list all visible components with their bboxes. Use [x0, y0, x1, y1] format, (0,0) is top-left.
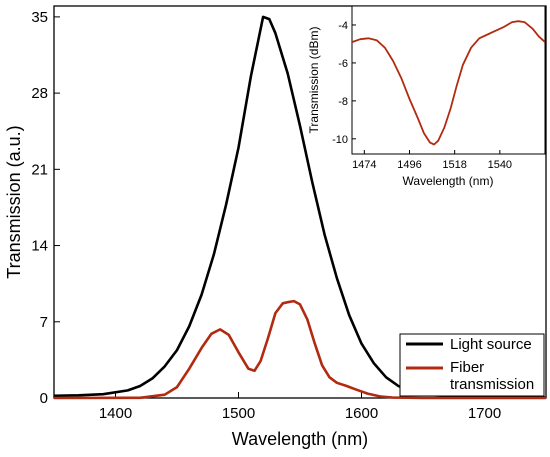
- legend-label-fiber-transmission: Fiber transmission: [450, 359, 534, 393]
- main-y-tick-label: 28: [31, 85, 48, 102]
- main-x-tick-label: 1700: [468, 405, 501, 422]
- inset-y-tick-label: -8: [338, 96, 348, 108]
- main-x-axis-ticks: 1400 1500 1600 1700: [99, 392, 501, 422]
- inset-y-tick-label: -6: [338, 58, 348, 70]
- inset-x-tick-label: 1474: [352, 159, 376, 171]
- main-x-tick-label: 1400: [99, 405, 132, 422]
- inset-y-axis-title: Transmission (dBm): [307, 27, 321, 134]
- inset-plot-frame: [351, 5, 546, 155]
- legend-label-fiber-transmission-line1: Fiber: [450, 359, 484, 376]
- main-x-tick-label: 1600: [345, 405, 378, 422]
- inset-series-line-1: [351, 20, 546, 146]
- inset-y-tick-label: -4: [338, 20, 348, 32]
- main-y-axis-ticks: 0 7 14 21 28 35: [31, 9, 60, 407]
- inset-x-tick-label: 1496: [397, 159, 421, 171]
- inset-series-lines: [351, 20, 546, 146]
- main-x-tick-label: 1500: [222, 405, 255, 422]
- main-plot-frame: [53, 5, 547, 399]
- main-y-tick-label: 21: [31, 161, 48, 178]
- main-y-tick-label: 0: [40, 390, 48, 407]
- inset-x-axis-title: Wavelength (nm): [403, 174, 494, 188]
- main-series-line-2: [53, 299, 546, 400]
- inset-x-tick-label: 1540: [488, 159, 512, 171]
- main-y-tick-label: 35: [31, 9, 48, 26]
- main-y-axis-title: Transmission (a.u.): [4, 125, 24, 278]
- inset-y-tick-label: -10: [332, 134, 348, 146]
- legend: Light source Fiber transmission: [399, 333, 545, 397]
- main-x-axis-title: Wavelength (nm): [232, 429, 368, 449]
- legend-label-fiber-transmission-line2: transmission: [450, 376, 534, 393]
- inset-y-axis-ticks: -4 -6 -8 -10: [332, 20, 356, 146]
- main-series-lines: [53, 15, 546, 400]
- inset-chart: 1474 1496 1518 1540 -4 -6 -8 -10 Wavelength (n…: [307, 5, 546, 188]
- main-y-tick-label: 14: [31, 238, 48, 255]
- inset-x-axis-ticks: 1474 1496 1518 1540: [352, 150, 512, 171]
- legend-label-light-source: Light source: [450, 336, 532, 353]
- main-chart: 1400 1500 1600 1700 0 7 14 21 28 35 Wavelength (…: [4, 5, 547, 449]
- main-y-tick-label: 7: [40, 314, 48, 331]
- inset-x-tick-label: 1518: [442, 159, 466, 171]
- main-series-line-1: [53, 15, 546, 399]
